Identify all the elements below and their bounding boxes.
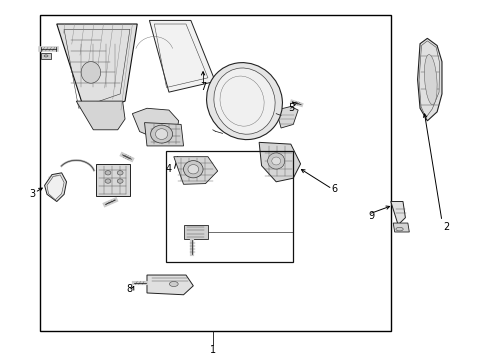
Ellipse shape [206,63,282,140]
Ellipse shape [150,125,172,143]
Ellipse shape [187,165,198,174]
Polygon shape [183,225,207,239]
Polygon shape [173,157,217,184]
Polygon shape [47,175,64,200]
Text: 4: 4 [165,164,172,174]
Text: 3: 3 [29,189,35,199]
Polygon shape [417,39,441,121]
Ellipse shape [155,129,167,139]
Ellipse shape [424,54,436,105]
Ellipse shape [267,153,284,169]
Ellipse shape [44,55,48,57]
Ellipse shape [213,68,275,134]
Text: 2: 2 [443,222,449,231]
Ellipse shape [271,157,280,165]
Polygon shape [132,108,178,139]
Polygon shape [259,142,300,182]
Ellipse shape [117,171,123,175]
Text: 9: 9 [367,211,374,221]
Text: 8: 8 [126,284,133,294]
Text: 5: 5 [287,103,293,113]
Ellipse shape [105,171,111,175]
Text: 1: 1 [209,345,215,355]
Polygon shape [390,202,405,225]
Ellipse shape [105,179,111,183]
Polygon shape [96,164,130,196]
Polygon shape [44,173,66,202]
Bar [166,151,293,262]
Text: 6: 6 [331,184,337,194]
Polygon shape [76,101,125,130]
Text: 7: 7 [200,82,206,92]
Polygon shape [392,223,408,232]
Polygon shape [276,107,298,128]
Bar [40,15,390,330]
Ellipse shape [81,62,101,83]
Polygon shape [147,275,193,295]
Polygon shape [57,24,137,116]
Ellipse shape [169,282,178,287]
Ellipse shape [183,161,203,178]
Ellipse shape [395,227,403,231]
Polygon shape [144,123,183,146]
Bar [41,53,51,59]
Polygon shape [149,21,215,92]
Ellipse shape [117,179,123,183]
